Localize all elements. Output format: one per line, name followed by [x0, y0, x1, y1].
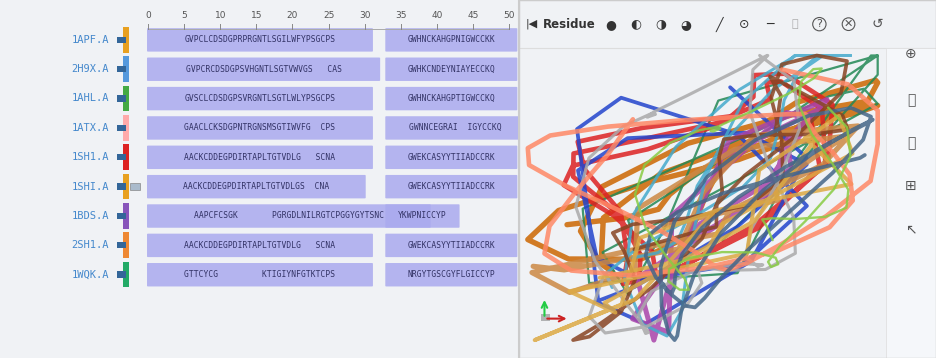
Text: 10: 10	[214, 11, 226, 20]
Bar	[124, 203, 129, 229]
Text: AACKCDDEGPDIRTAPLTGTVDLG   SCNA: AACKCDDEGPDIRTAPLTGTVDLG SCNA	[184, 241, 335, 250]
FancyBboxPatch shape	[147, 116, 373, 140]
FancyBboxPatch shape	[117, 271, 126, 278]
FancyBboxPatch shape	[147, 87, 373, 110]
FancyBboxPatch shape	[130, 183, 139, 190]
FancyBboxPatch shape	[386, 116, 524, 140]
Text: |◀: |◀	[526, 19, 538, 29]
FancyBboxPatch shape	[117, 183, 126, 190]
Text: 1APF.A: 1APF.A	[71, 35, 110, 45]
Text: NRGYTGSCGYFLGICCYP: NRGYTGSCGYFLGICCYP	[407, 270, 495, 279]
FancyBboxPatch shape	[147, 234, 373, 257]
Text: 25: 25	[323, 11, 334, 20]
FancyBboxPatch shape	[147, 175, 366, 198]
Text: ?: ?	[816, 19, 823, 29]
Bar	[124, 56, 129, 82]
Bar	[124, 115, 129, 141]
Text: ⊕: ⊕	[905, 47, 917, 61]
FancyBboxPatch shape	[147, 28, 373, 52]
Bar	[124, 262, 129, 287]
Text: GAACLCKSDGPNTRGNSMSGTIWVFG  CPS: GAACLCKSDGPNTRGNSMSGTIWVFG CPS	[184, 123, 335, 132]
Bar	[124, 144, 129, 170]
Text: 1BDS.A: 1BDS.A	[71, 211, 110, 221]
Text: GWNNCEGRAI  IGYCCKQ: GWNNCEGRAI IGYCCKQ	[409, 123, 502, 132]
Bar	[886, 48, 936, 358]
FancyBboxPatch shape	[117, 95, 126, 102]
FancyBboxPatch shape	[117, 154, 126, 160]
Text: ✕: ✕	[844, 19, 854, 29]
FancyBboxPatch shape	[147, 263, 373, 286]
Text: 5: 5	[182, 11, 187, 20]
Text: ◑: ◑	[655, 18, 666, 31]
Text: GVPCRCDSDGPSVHGNTLSGTVWVGS   CAS: GVPCRCDSDGPSVHGNTLSGTVWVGS CAS	[185, 64, 342, 74]
FancyBboxPatch shape	[117, 37, 126, 43]
Text: GWEKCASYYTIIADCCRK: GWEKCASYYTIIADCCRK	[407, 153, 495, 162]
Text: ◕: ◕	[680, 18, 692, 31]
Text: 1SHI.A: 1SHI.A	[71, 182, 110, 192]
Text: 15: 15	[251, 11, 262, 20]
FancyBboxPatch shape	[117, 125, 126, 131]
Text: 30: 30	[358, 11, 371, 20]
Text: GVSCLCDSDGPSVRGNTLSGTLWLYPSGCPS: GVSCLCDSDGPSVRGNTLSGTLWLYPSGCPS	[184, 94, 335, 103]
Text: GWEKCASYYTIIADCCRK: GWEKCASYYTIIADCCRK	[407, 241, 495, 250]
Bar	[124, 232, 129, 258]
Text: AACKCDDEGPDIRTAPLTGTVDLGS  CNA: AACKCDDEGPDIRTAPLTGTVDLGS CNA	[183, 182, 329, 191]
Text: 1ATX.A: 1ATX.A	[71, 123, 110, 133]
Text: ⌕: ⌕	[907, 93, 915, 107]
Text: 45: 45	[467, 11, 478, 20]
FancyBboxPatch shape	[117, 242, 126, 248]
Text: ⤢: ⤢	[907, 136, 915, 150]
FancyBboxPatch shape	[386, 204, 460, 228]
Text: GTTCYCG         KTIGIYNFGTKTCPS: GTTCYCG KTIGIYNFGTKTCPS	[184, 270, 335, 279]
FancyBboxPatch shape	[386, 175, 518, 198]
Text: ●: ●	[606, 18, 617, 31]
Text: ─: ─	[766, 18, 773, 31]
Text: 🕐: 🕐	[791, 19, 797, 29]
FancyBboxPatch shape	[386, 234, 518, 257]
FancyBboxPatch shape	[147, 58, 380, 81]
Bar	[124, 174, 129, 199]
Text: AAPCFCSGK       PGRGDLNILRGTCPGGYGYTSNC: AAPCFCSGK PGRGDLNILRGTCPGGYGYTSNC	[194, 211, 384, 221]
Text: GWEKCASYYTIIADCCRK: GWEKCASYYTIIADCCRK	[407, 182, 495, 191]
Bar	[541, 314, 550, 321]
FancyBboxPatch shape	[147, 204, 431, 228]
Text: GVPCLCDSDGPRPRGNTLSGILWFYPSGCPS: GVPCLCDSDGPRPRGNTLSGILWFYPSGCPS	[184, 35, 335, 44]
Text: 40: 40	[431, 11, 443, 20]
Bar	[124, 27, 129, 53]
Text: 20: 20	[286, 11, 299, 20]
Text: 2H9X.A: 2H9X.A	[71, 64, 110, 74]
Bar	[124, 86, 129, 111]
Text: YKWPNICCYP: YKWPNICCYP	[398, 211, 446, 221]
Text: ↺: ↺	[871, 17, 884, 31]
Text: 0: 0	[145, 11, 151, 20]
Text: ⊞: ⊞	[905, 179, 917, 193]
FancyBboxPatch shape	[117, 66, 126, 72]
FancyBboxPatch shape	[386, 87, 518, 110]
Text: GWHNCKAHGPTIGWCCKQ: GWHNCKAHGPTIGWCCKQ	[407, 94, 495, 103]
Text: 1SH1.A: 1SH1.A	[71, 152, 110, 162]
Text: GWHKCNDEYNIAYECCKQ: GWHKCNDEYNIAYECCKQ	[407, 64, 495, 74]
Text: Residue: Residue	[543, 18, 596, 31]
Text: 50: 50	[504, 11, 515, 20]
FancyBboxPatch shape	[386, 58, 518, 81]
FancyBboxPatch shape	[117, 213, 126, 219]
FancyBboxPatch shape	[386, 146, 518, 169]
Text: GWHNCKAHGPNIGWCCKK: GWHNCKAHGPNIGWCCKK	[407, 35, 495, 44]
FancyBboxPatch shape	[386, 28, 518, 52]
Text: ↖: ↖	[905, 222, 917, 236]
Text: 1WQK.A: 1WQK.A	[71, 270, 110, 280]
FancyBboxPatch shape	[147, 146, 373, 169]
FancyBboxPatch shape	[386, 263, 518, 286]
Text: 2SH1.A: 2SH1.A	[71, 240, 110, 250]
Text: ◐: ◐	[631, 18, 641, 31]
Text: 35: 35	[395, 11, 406, 20]
Bar	[519, 0, 936, 48]
Text: 1AHL.A: 1AHL.A	[71, 93, 110, 103]
Text: ⊙: ⊙	[739, 18, 750, 31]
Text: AACKCDDEGPDIRTAPLTGTVDLG   SCNA: AACKCDDEGPDIRTAPLTGTVDLG SCNA	[184, 153, 335, 162]
Text: ╱: ╱	[716, 16, 724, 32]
